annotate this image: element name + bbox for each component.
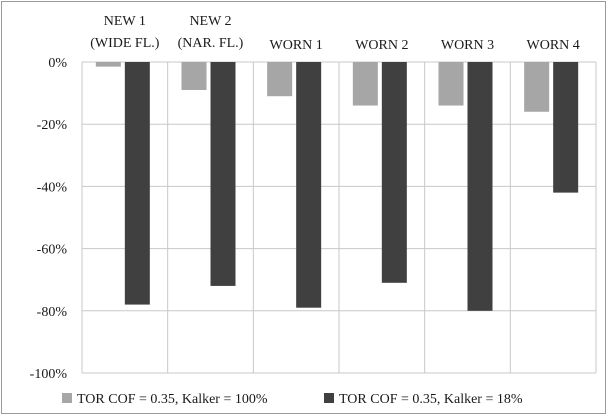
category-label: NEW 2: [189, 14, 231, 29]
y-tick-label: -20%: [37, 118, 68, 133]
bar-series-2: [210, 62, 236, 286]
category-label: (WIDE FL.): [90, 36, 160, 51]
grid-layer: [81, 61, 597, 374]
y-tick-label: -60%: [37, 243, 68, 258]
y-tick-label: -100%: [30, 367, 68, 382]
legend-swatch: [324, 393, 334, 403]
category-label: NEW 1: [104, 14, 146, 29]
y-tick-label: 0%: [48, 56, 67, 71]
legend: TOR COF = 0.35, Kalker = 100% TOR COF = 0…: [62, 392, 523, 407]
category-label: WORN 3: [441, 38, 494, 53]
bar-series-2: [381, 62, 407, 283]
bar-series-1: [181, 62, 207, 90]
bar-series-1: [267, 62, 293, 97]
y-tick-labels: 0% -20% -40% -60% -80% -100%: [30, 56, 68, 382]
bars-layer: [95, 62, 579, 311]
y-tick-label: -80%: [37, 305, 68, 320]
category-label: WORN 2: [355, 38, 408, 53]
bar-series-2: [553, 62, 579, 193]
bar-series-1: [95, 62, 121, 67]
bar-series-2: [296, 62, 322, 308]
bar-series-1: [438, 62, 464, 106]
bar-series-2: [467, 62, 493, 311]
category-label: WORN 4: [527, 38, 580, 53]
legend-swatch: [62, 393, 72, 403]
bar-series-1: [352, 62, 378, 106]
category-label: WORN 1: [270, 38, 323, 53]
legend-label: TOR COF = 0.35, Kalker = 100%: [77, 392, 268, 407]
category-label: (NAR. FL.): [178, 36, 244, 51]
bar-series-2: [124, 62, 150, 305]
y-tick-label: -40%: [37, 180, 68, 195]
bar-series-1: [524, 62, 550, 112]
legend-label: TOR COF = 0.35, Kalker = 18%: [339, 392, 523, 407]
category-labels: NEW 1 (WIDE FL.) NEW 2 (NAR. FL.) WORN 1 WORN…: [90, 14, 580, 53]
